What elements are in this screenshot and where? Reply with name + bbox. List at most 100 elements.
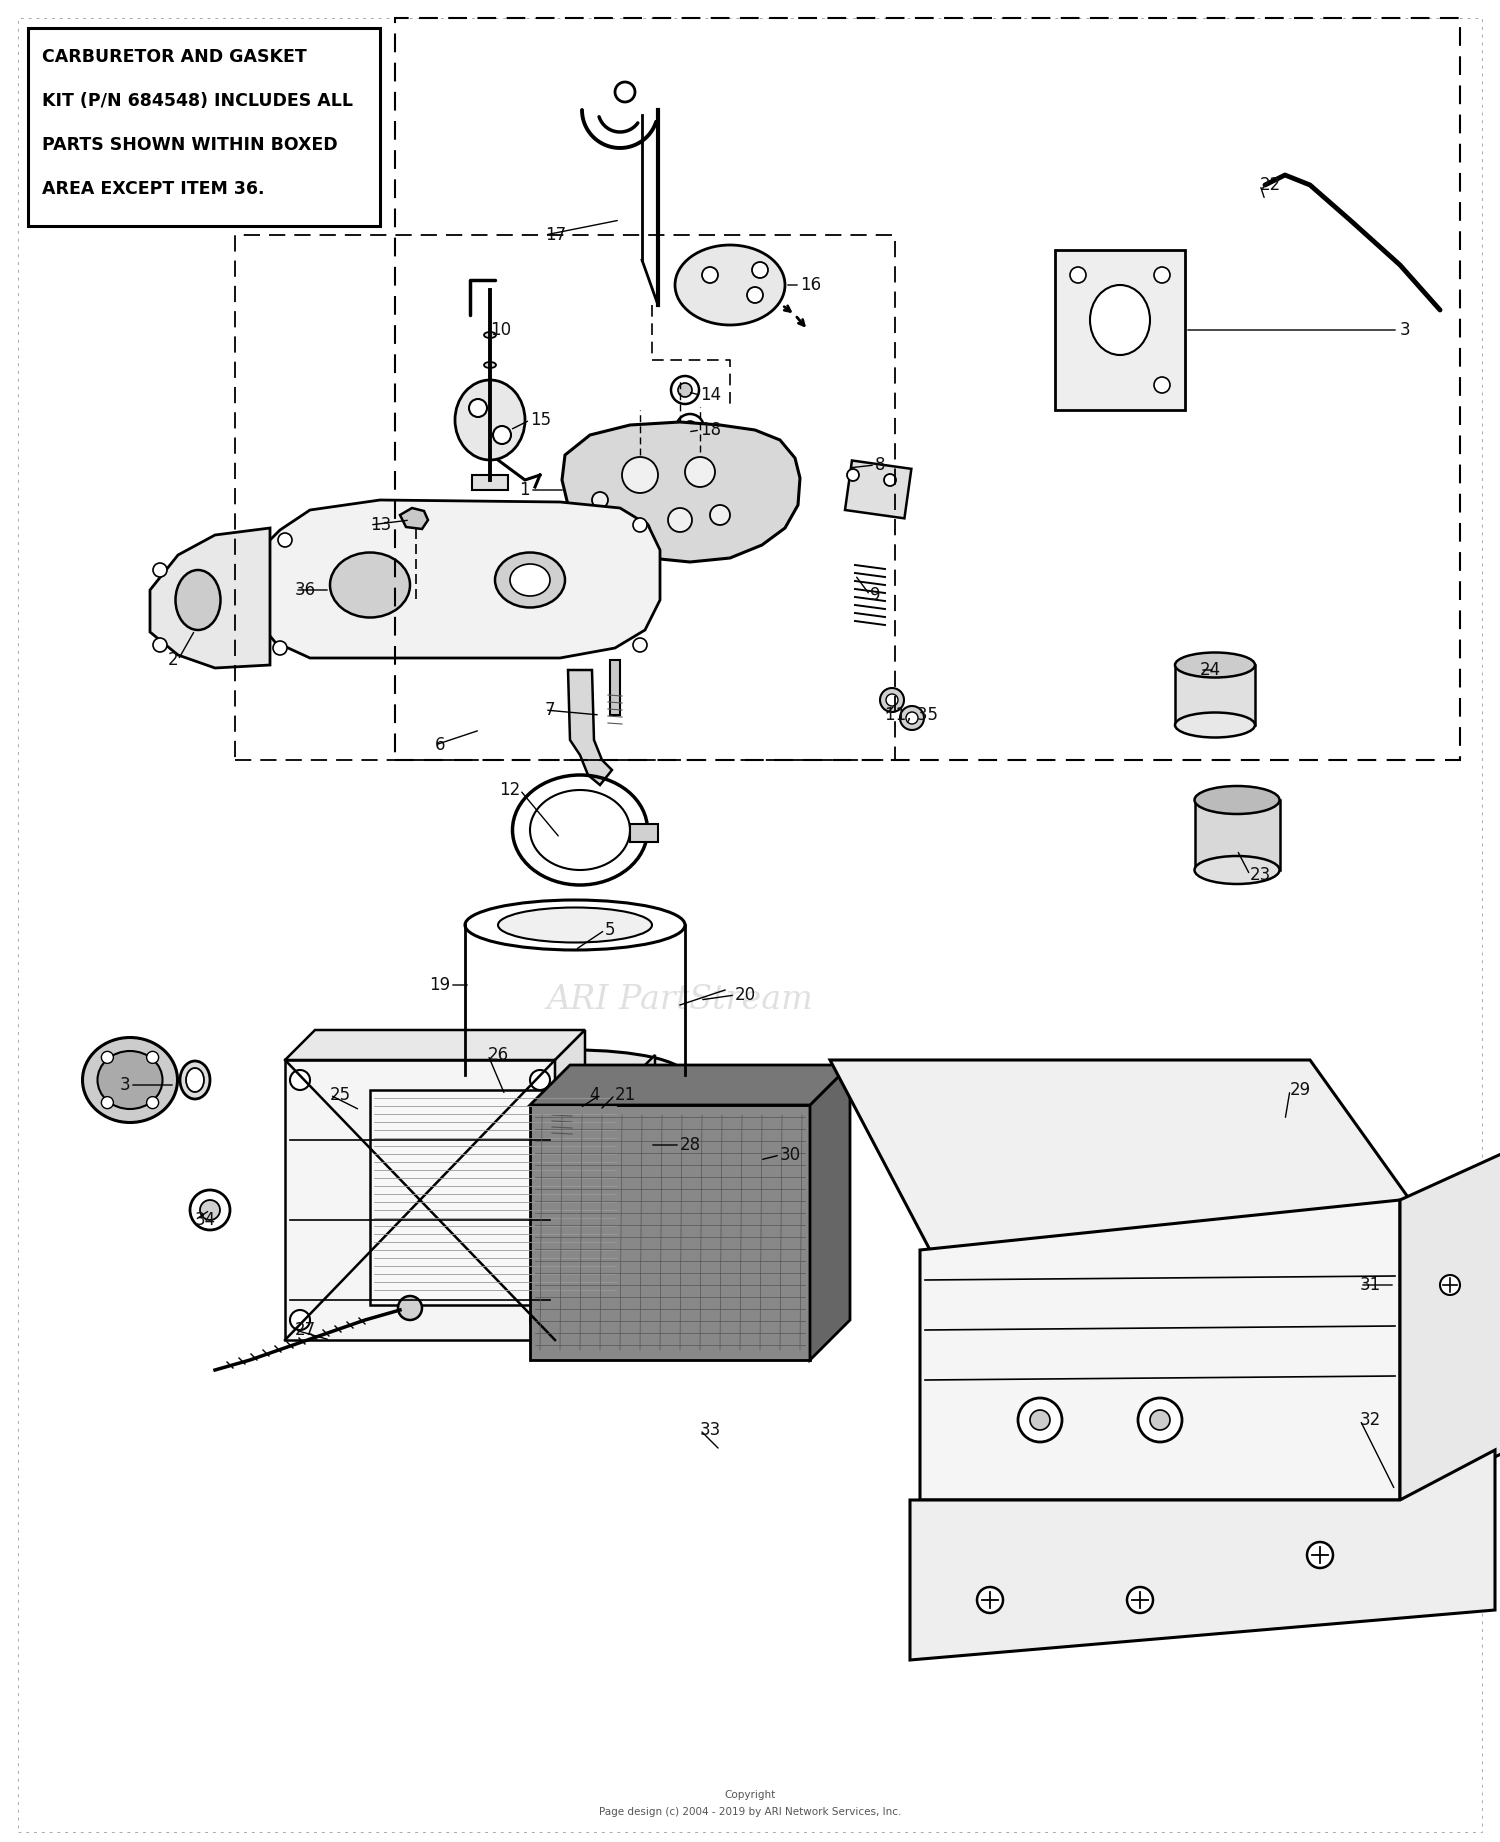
Circle shape bbox=[668, 508, 692, 532]
Circle shape bbox=[1154, 267, 1170, 284]
Circle shape bbox=[546, 1087, 574, 1114]
Polygon shape bbox=[1400, 1149, 1500, 1499]
Text: 18: 18 bbox=[700, 422, 721, 438]
Text: KIT (P/N 684548) INCLUDES ALL: KIT (P/N 684548) INCLUDES ALL bbox=[42, 92, 352, 111]
Text: 2: 2 bbox=[168, 650, 178, 669]
Text: 23: 23 bbox=[1250, 866, 1270, 884]
Text: CARBURETOR AND GASKET: CARBURETOR AND GASKET bbox=[42, 48, 306, 66]
Ellipse shape bbox=[186, 1068, 204, 1092]
Text: 5: 5 bbox=[604, 921, 615, 939]
Ellipse shape bbox=[1090, 286, 1150, 356]
Polygon shape bbox=[150, 529, 270, 669]
Circle shape bbox=[554, 1092, 567, 1107]
Bar bbox=[236, 236, 895, 761]
Circle shape bbox=[398, 1297, 422, 1321]
Bar bbox=[610, 659, 620, 715]
Ellipse shape bbox=[176, 569, 220, 630]
Ellipse shape bbox=[530, 790, 630, 869]
Text: 24: 24 bbox=[1200, 661, 1221, 680]
Text: 25: 25 bbox=[330, 1087, 351, 1103]
Polygon shape bbox=[285, 1030, 585, 1059]
Text: PARTS SHOWN WITHIN BOXED: PARTS SHOWN WITHIN BOXED bbox=[42, 136, 338, 155]
Polygon shape bbox=[910, 1450, 1496, 1660]
Ellipse shape bbox=[484, 392, 496, 398]
Text: 34: 34 bbox=[195, 1210, 216, 1229]
Circle shape bbox=[290, 1310, 310, 1330]
Ellipse shape bbox=[180, 1061, 210, 1100]
Ellipse shape bbox=[498, 908, 652, 943]
Bar bbox=[844, 460, 912, 518]
Ellipse shape bbox=[465, 901, 686, 950]
Text: 3: 3 bbox=[120, 1076, 130, 1094]
Polygon shape bbox=[555, 1030, 585, 1339]
Circle shape bbox=[615, 83, 634, 101]
Circle shape bbox=[1150, 1409, 1170, 1429]
Bar bbox=[554, 1105, 570, 1140]
Circle shape bbox=[752, 262, 768, 278]
Circle shape bbox=[153, 637, 166, 652]
Circle shape bbox=[880, 689, 904, 713]
Polygon shape bbox=[252, 499, 660, 658]
Polygon shape bbox=[1054, 251, 1185, 411]
Polygon shape bbox=[400, 508, 427, 529]
Ellipse shape bbox=[98, 1052, 162, 1109]
Text: 26: 26 bbox=[488, 1046, 508, 1065]
Polygon shape bbox=[620, 1055, 656, 1304]
Circle shape bbox=[278, 532, 292, 547]
Text: 15: 15 bbox=[530, 411, 550, 429]
Ellipse shape bbox=[1194, 857, 1280, 884]
Text: 36: 36 bbox=[296, 580, 316, 599]
Circle shape bbox=[147, 1096, 159, 1109]
Ellipse shape bbox=[465, 1050, 686, 1100]
Circle shape bbox=[1030, 1409, 1050, 1429]
Ellipse shape bbox=[1194, 787, 1280, 814]
Ellipse shape bbox=[484, 363, 496, 368]
Text: 19: 19 bbox=[429, 976, 450, 995]
Text: 22: 22 bbox=[1260, 177, 1281, 193]
Text: Page design (c) 2004 - 2019 by ARI Network Services, Inc.: Page design (c) 2004 - 2019 by ARI Netwo… bbox=[598, 1807, 902, 1816]
Text: 17: 17 bbox=[544, 227, 566, 243]
Polygon shape bbox=[568, 670, 612, 785]
Circle shape bbox=[702, 267, 718, 284]
Circle shape bbox=[676, 414, 703, 442]
Ellipse shape bbox=[82, 1037, 177, 1122]
Text: 27: 27 bbox=[296, 1321, 316, 1339]
Text: Copyright: Copyright bbox=[724, 1790, 776, 1800]
Circle shape bbox=[686, 457, 716, 486]
Circle shape bbox=[200, 1199, 220, 1219]
Circle shape bbox=[102, 1052, 114, 1063]
Text: 14: 14 bbox=[700, 387, 721, 403]
Ellipse shape bbox=[330, 553, 410, 617]
Circle shape bbox=[290, 1070, 310, 1090]
Text: 10: 10 bbox=[490, 321, 512, 339]
Ellipse shape bbox=[454, 379, 525, 460]
Circle shape bbox=[1306, 1542, 1334, 1568]
Circle shape bbox=[147, 1052, 159, 1063]
Circle shape bbox=[592, 492, 608, 508]
Circle shape bbox=[153, 564, 166, 577]
Text: 29: 29 bbox=[1290, 1081, 1311, 1100]
Circle shape bbox=[630, 519, 650, 540]
Ellipse shape bbox=[484, 332, 496, 337]
Circle shape bbox=[530, 1070, 550, 1090]
Bar bbox=[630, 823, 658, 842]
Text: ARI PartStream: ARI PartStream bbox=[546, 984, 813, 1017]
Circle shape bbox=[1070, 267, 1086, 284]
Circle shape bbox=[906, 713, 918, 724]
Polygon shape bbox=[530, 1065, 850, 1105]
Text: 31: 31 bbox=[1360, 1277, 1382, 1293]
Ellipse shape bbox=[1174, 713, 1256, 737]
Polygon shape bbox=[530, 1105, 810, 1359]
Text: 9: 9 bbox=[870, 586, 880, 604]
Circle shape bbox=[494, 426, 512, 444]
Text: 6: 6 bbox=[435, 737, 445, 753]
Text: 33: 33 bbox=[700, 1420, 721, 1439]
Circle shape bbox=[847, 470, 859, 481]
Circle shape bbox=[884, 473, 896, 486]
Polygon shape bbox=[370, 1090, 620, 1304]
Circle shape bbox=[886, 694, 898, 705]
Text: 20: 20 bbox=[735, 985, 756, 1004]
Text: 3: 3 bbox=[1400, 321, 1410, 339]
Circle shape bbox=[1126, 1588, 1154, 1614]
Circle shape bbox=[633, 637, 646, 652]
